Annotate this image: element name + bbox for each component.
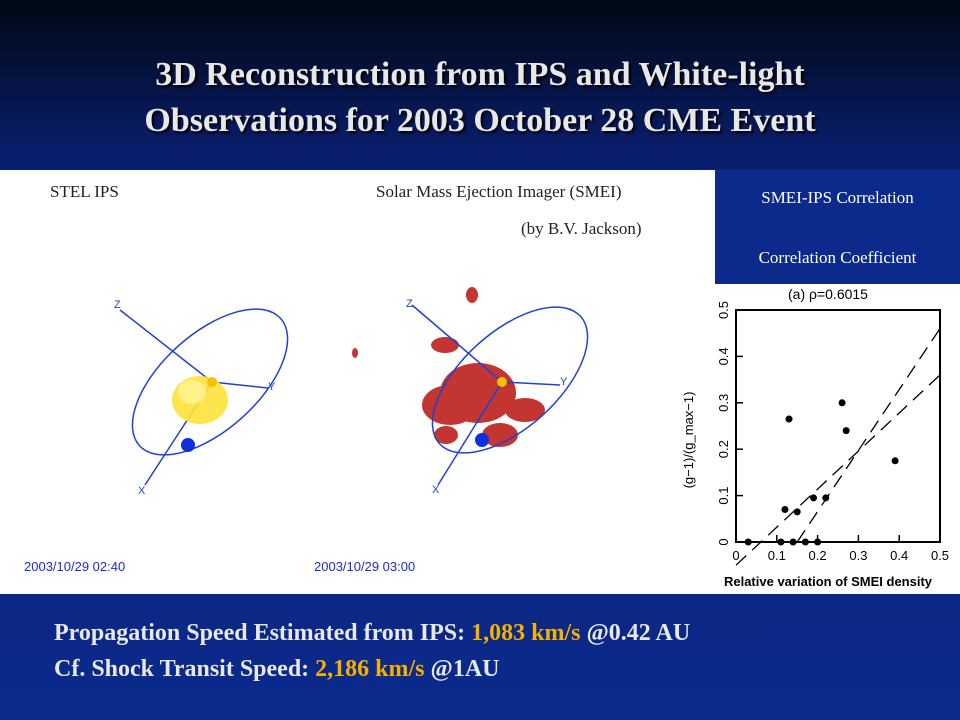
correlation-title: SMEI-IPS Correlation bbox=[761, 188, 914, 207]
z-axis-label: Z bbox=[406, 298, 413, 310]
y-axis-line bbox=[501, 381, 561, 386]
fit-line bbox=[796, 328, 941, 543]
earth-marker bbox=[181, 438, 195, 452]
x-axis-label: X bbox=[432, 484, 440, 496]
sun-marker bbox=[497, 377, 507, 387]
chart-title: (a) ρ=0.6015 bbox=[788, 286, 868, 302]
plot-frame bbox=[735, 309, 941, 543]
data-point bbox=[814, 538, 822, 546]
x-tick-label: 0.3 bbox=[849, 548, 867, 563]
smei-reconstruction: Z Y X bbox=[352, 287, 589, 496]
correlation-scatter-chart: (a) ρ=0.6015 0 0.1 0.2 0.3 0.4 0.5 0 0.1 0.2 0.3 0… bbox=[681, 286, 949, 589]
x-tick-label: 0.2 bbox=[809, 548, 827, 563]
data-point bbox=[789, 538, 797, 546]
ips-date: 2003/10/29 02:40 bbox=[24, 559, 126, 574]
shock-speed-value: 2,186 km/s bbox=[315, 656, 425, 682]
slide-title: 3D Reconstruction from IPS and White-lig… bbox=[0, 52, 960, 144]
sun-marker bbox=[207, 377, 217, 387]
data-point bbox=[785, 415, 793, 423]
smei-date: 2003/10/29 03:00 bbox=[314, 559, 416, 574]
propagation-speed-suffix: @0.42 AU bbox=[580, 620, 691, 646]
data-point bbox=[842, 427, 850, 435]
y-axis-title: (g−1)/(g_max−1) bbox=[681, 392, 696, 489]
x-tick-label: 0 bbox=[732, 548, 739, 563]
smei-density-edge bbox=[352, 348, 358, 358]
shock-speed-prefix: Cf. Shock Transit Speed: bbox=[54, 656, 316, 682]
y-tick-label: 0.3 bbox=[716, 394, 731, 412]
earth-marker bbox=[475, 433, 489, 447]
title-line-1: 3D Reconstruction from IPS and White-lig… bbox=[155, 56, 805, 93]
smei-panel-label: Solar Mass Ejection Imager (SMEI) bbox=[376, 182, 622, 201]
title-line-2: Observations for 2003 October 28 CME Eve… bbox=[144, 102, 816, 139]
orbit-ellipse bbox=[431, 306, 589, 454]
propagation-speed-line: Propagation Speed Estimated from IPS: 1,… bbox=[54, 620, 690, 647]
propagation-speed-prefix: Propagation Speed Estimated from IPS: bbox=[54, 620, 472, 646]
shock-speed-suffix: @1AU bbox=[424, 656, 500, 682]
fit-line bbox=[735, 374, 941, 566]
smei-density-sw bbox=[434, 426, 458, 444]
z-axis-line bbox=[411, 304, 503, 383]
data-point bbox=[777, 538, 785, 546]
ips-reconstruction: Z Y X bbox=[114, 299, 289, 497]
z-axis-label: Z bbox=[114, 299, 121, 311]
data-point bbox=[781, 506, 789, 514]
x-axis-line bbox=[437, 381, 503, 486]
smei-density-east bbox=[505, 398, 545, 422]
y-tick-label: 0.5 bbox=[716, 301, 731, 319]
smei-density-north bbox=[431, 337, 459, 353]
y-axis-label: Y bbox=[560, 376, 568, 388]
x-axis-title: Relative variation of SMEI density bbox=[724, 574, 933, 589]
y-axis-label: Y bbox=[268, 381, 276, 393]
y-axis-line bbox=[211, 381, 269, 389]
propagation-speed-value: 1,083 km/s bbox=[471, 620, 581, 646]
data-point bbox=[793, 508, 801, 516]
data-point bbox=[838, 399, 846, 407]
correlation-box: SMEI-IPS Correlation Correlation Coeffic… bbox=[715, 170, 960, 284]
smei-density-south bbox=[482, 423, 518, 447]
smei-density-lobe bbox=[422, 385, 478, 425]
y-tick-label: 0.1 bbox=[716, 487, 731, 505]
z-axis-line bbox=[119, 309, 213, 383]
ips-density-core bbox=[178, 380, 206, 404]
y-tick-label: 0.4 bbox=[716, 347, 731, 365]
x-axis-label: X bbox=[138, 485, 146, 497]
data-point bbox=[891, 457, 899, 465]
data-point bbox=[822, 494, 830, 502]
y-tick-label: 0.2 bbox=[716, 440, 731, 458]
y-tick-label: 0 bbox=[716, 538, 731, 545]
shock-speed-line: Cf. Shock Transit Speed: 2,186 km/s @1AU bbox=[54, 656, 500, 683]
x-tick-label: 0.1 bbox=[768, 548, 786, 563]
data-point bbox=[801, 538, 809, 546]
data-point bbox=[810, 494, 818, 502]
orbit-ellipse bbox=[131, 308, 289, 456]
smei-credit: (by B.V. Jackson) bbox=[521, 219, 642, 238]
smei-density-top bbox=[466, 287, 478, 303]
ips-panel-label: STEL IPS bbox=[50, 182, 119, 201]
x-tick-label: 0.5 bbox=[931, 548, 949, 563]
data-point bbox=[744, 538, 752, 546]
correlation-subtitle: Correlation Coefficient bbox=[758, 248, 917, 267]
x-tick-label: 0.4 bbox=[890, 548, 908, 563]
